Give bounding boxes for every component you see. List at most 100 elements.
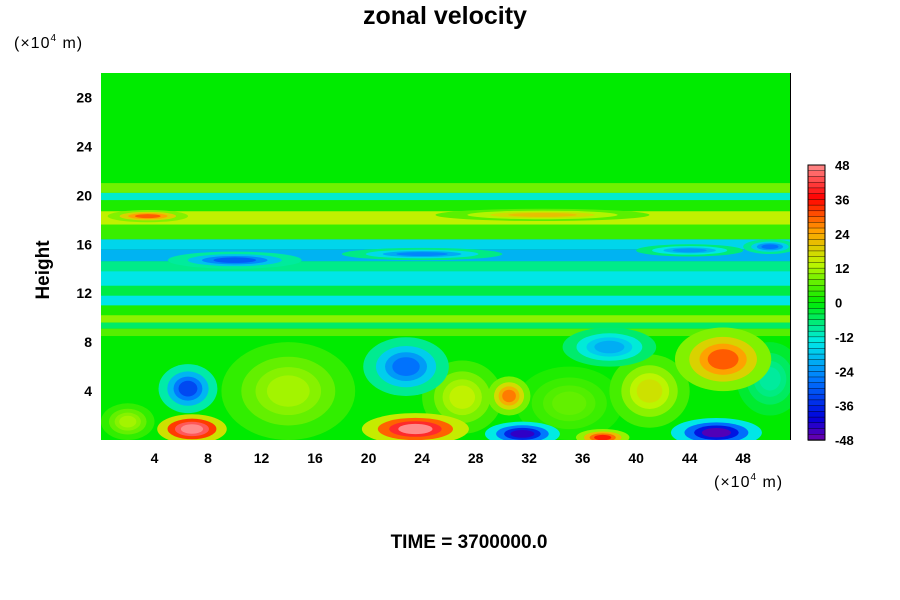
heatmap-band <box>101 322 790 329</box>
colorbar-segment <box>807 330 826 338</box>
heatmap-feature <box>396 252 448 257</box>
x-tick-label: 8 <box>204 450 212 466</box>
y-tick-label: 28 <box>76 89 92 105</box>
colorbar-segment <box>807 239 826 246</box>
colorbar-segment <box>807 382 826 390</box>
time-label: TIME = 3700000.0 <box>390 532 548 553</box>
heatmap-feature <box>266 375 310 407</box>
colorbar-segment <box>807 405 826 413</box>
heatmap-feature <box>761 244 779 250</box>
heatmap-feature <box>134 214 161 219</box>
colorbar-segment <box>807 411 826 418</box>
heatmap-feature <box>178 380 198 397</box>
colorbar-segment <box>807 302 826 309</box>
heatmap-band <box>101 295 790 306</box>
heatmap-feature <box>701 427 731 438</box>
colorbar-segment <box>807 342 826 350</box>
colorbar-segment <box>807 267 826 275</box>
colorbar-segment <box>807 193 826 201</box>
heatmap-feature <box>707 349 739 370</box>
colorbar-segment <box>807 365 826 372</box>
heatmap-band <box>101 315 790 323</box>
colorbar-segment <box>807 250 826 258</box>
heatmap-feature <box>180 424 204 434</box>
x-tick-label: 12 <box>254 450 270 466</box>
colorbar-segment <box>807 416 826 424</box>
heatmap-band <box>101 200 790 212</box>
colorbar-segment <box>807 428 826 435</box>
colorbar-border <box>807 164 826 441</box>
x-tick-label: 16 <box>307 450 323 466</box>
colorbar-segment <box>807 176 826 183</box>
colorbar-segment <box>807 319 826 327</box>
x-axis-unit: (×104 m) <box>714 472 784 491</box>
colorbar-segment <box>807 376 826 384</box>
colorbar-segment <box>807 348 826 355</box>
heatmap-feature <box>552 391 587 416</box>
colorbar-tick-label: 48 <box>835 158 849 173</box>
heatmap-feature <box>672 248 707 253</box>
colorbar-segment <box>807 353 826 361</box>
colorbar-segment <box>807 262 826 269</box>
colorbar-tick-label: -48 <box>835 433 854 448</box>
colorbar-segment <box>807 222 826 229</box>
colorbar-segment <box>807 273 826 281</box>
heatmap-feature <box>213 257 257 263</box>
colorbar <box>807 164 826 441</box>
heatmap-feature <box>594 434 612 440</box>
heatmap-feature <box>392 357 420 376</box>
heatmap-band <box>101 192 790 201</box>
heatmap-band <box>101 285 790 296</box>
colorbar-segment <box>807 279 826 287</box>
chart-title: zonal velocity <box>363 2 527 30</box>
colorbar-tick-label: 12 <box>835 261 849 276</box>
colorbar-segment <box>807 245 826 252</box>
y-axis-unit: (×104 m) <box>14 33 84 52</box>
x-axis-ticks: 4 8 12 16 20 24 28 32 36 40 44 48 <box>151 450 752 466</box>
x-tick-label: 24 <box>414 450 430 466</box>
colorbar-segment <box>807 210 826 218</box>
x-tick-label: 4 <box>151 450 159 466</box>
colorbar-segment <box>807 290 826 298</box>
colorbar-tick-label: 0 <box>835 296 842 311</box>
colorbar-tick-label: 36 <box>835 192 849 207</box>
y-tick-label: 16 <box>76 236 92 252</box>
colorbar-tick-label: -12 <box>835 330 854 345</box>
colorbar-segment <box>807 296 826 304</box>
y-tick-label: 12 <box>76 285 92 301</box>
colorbar-tick-label: -36 <box>835 399 854 414</box>
heatmap-feature <box>449 385 476 409</box>
y-tick-label: 20 <box>76 187 92 203</box>
plot-area <box>101 73 790 440</box>
heatmap-band <box>101 224 790 240</box>
colorbar-segment <box>807 233 826 241</box>
heatmap-feature <box>508 212 577 217</box>
colorbar-segment <box>807 164 826 172</box>
colorbar-ticks: 48 36 24 12 0 -12 -24 -36 -48 <box>835 158 855 448</box>
colorbar-segment <box>807 359 826 367</box>
colorbar-segment <box>807 313 826 321</box>
colorbar-segment <box>807 204 826 212</box>
y-tick-label: 4 <box>84 383 92 399</box>
x-tick-label: 20 <box>361 450 377 466</box>
heatmap-band <box>101 183 790 193</box>
heatmap-band <box>101 305 790 316</box>
x-tick-label: 44 <box>682 450 698 466</box>
colorbar-segment <box>807 256 826 264</box>
colorbar-tick-label: -24 <box>835 364 855 379</box>
colorbar-tick-label: 24 <box>835 227 850 242</box>
y-axis-ticks: 4 8 12 16 20 24 28 <box>76 89 92 399</box>
colorbar-segment <box>807 187 826 195</box>
colorbar-segment <box>807 227 826 235</box>
colorbar-segment <box>807 422 826 430</box>
y-tick-label: 24 <box>76 138 92 154</box>
heatmap-band <box>101 271 790 286</box>
colorbar-segment <box>807 285 826 292</box>
colorbar-segment <box>807 388 826 395</box>
colorbar-segment <box>807 170 826 178</box>
heatmap-feature <box>502 389 516 403</box>
heatmap-feature <box>594 340 625 354</box>
heatmap-feature <box>119 415 137 428</box>
heatmap-band <box>101 328 790 337</box>
